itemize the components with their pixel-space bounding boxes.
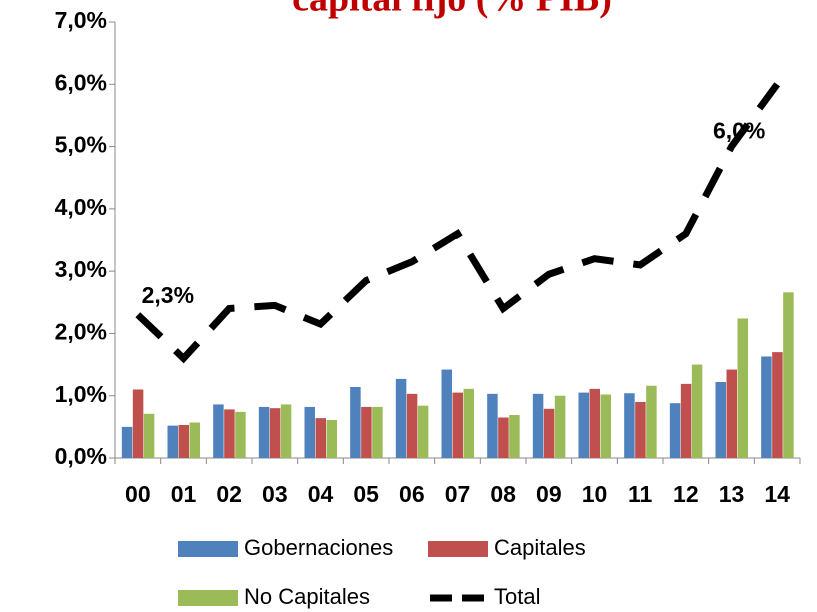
bar bbox=[326, 420, 337, 458]
bar bbox=[417, 405, 429, 458]
bar bbox=[680, 383, 692, 458]
bar bbox=[132, 389, 144, 458]
data-label: 2,3% bbox=[142, 282, 194, 308]
x-tick-label: 03 bbox=[262, 481, 288, 507]
bar bbox=[143, 413, 155, 458]
bar bbox=[269, 408, 281, 458]
bar bbox=[646, 385, 657, 458]
bar bbox=[509, 415, 520, 458]
y-tick-label: 1,0% bbox=[55, 381, 107, 407]
bar bbox=[395, 378, 407, 458]
x-tick-label: 04 bbox=[308, 481, 334, 507]
bar bbox=[772, 352, 783, 458]
bar bbox=[783, 292, 794, 458]
bar bbox=[441, 369, 452, 458]
y-tick-label: 5,0% bbox=[55, 132, 107, 158]
y-tick-label: 4,0% bbox=[55, 194, 107, 220]
x-tick-label: 06 bbox=[399, 481, 425, 507]
x-tick-label: 14 bbox=[764, 481, 790, 507]
x-tick-label: 05 bbox=[353, 481, 379, 507]
bar bbox=[532, 393, 544, 458]
bar bbox=[350, 386, 361, 458]
y-tick-label: 7,0% bbox=[55, 7, 107, 33]
legend-label: Total bbox=[494, 584, 540, 609]
y-tick-label: 0,0% bbox=[55, 443, 107, 469]
total-line bbox=[135, 82, 780, 364]
bar bbox=[624, 393, 635, 458]
legend-label: Capitales bbox=[494, 535, 586, 560]
bar bbox=[361, 406, 372, 458]
bar bbox=[498, 417, 509, 458]
bar bbox=[715, 382, 726, 458]
bar bbox=[213, 404, 224, 458]
bar bbox=[280, 404, 292, 458]
bar bbox=[406, 393, 418, 458]
y-tick-label: 2,0% bbox=[55, 319, 107, 345]
data-label: 6,0% bbox=[713, 117, 765, 143]
bar bbox=[372, 406, 383, 458]
bar bbox=[761, 356, 772, 458]
x-tick-label: 11 bbox=[628, 481, 653, 507]
bar bbox=[178, 424, 189, 458]
bar bbox=[589, 388, 600, 458]
x-tick-label: 01 bbox=[171, 481, 197, 507]
bar bbox=[167, 425, 178, 458]
bar bbox=[635, 401, 646, 458]
bar bbox=[452, 392, 463, 458]
chart-title: capital fijo (% PIB) bbox=[292, 0, 612, 20]
bar bbox=[189, 422, 200, 458]
legend-label: Gobernaciones bbox=[244, 535, 393, 560]
bar bbox=[121, 426, 133, 458]
bar bbox=[691, 364, 703, 458]
bar bbox=[487, 393, 498, 458]
y-tick-label: 6,0% bbox=[55, 69, 107, 95]
x-tick-label: 12 bbox=[673, 481, 699, 507]
legend-swatch bbox=[178, 541, 238, 557]
x-tick-label: 07 bbox=[445, 481, 471, 507]
bar bbox=[304, 406, 315, 458]
bar bbox=[224, 409, 235, 458]
bar bbox=[258, 406, 270, 458]
bar bbox=[463, 388, 474, 458]
bar bbox=[554, 395, 566, 458]
legend-swatch bbox=[178, 590, 238, 606]
x-tick-label: 00 bbox=[125, 481, 151, 507]
bar bbox=[543, 408, 555, 458]
bar bbox=[600, 394, 611, 458]
bar bbox=[726, 369, 737, 458]
bar bbox=[737, 318, 748, 458]
bar bbox=[315, 418, 326, 458]
x-tick-label: 08 bbox=[490, 481, 516, 507]
legend-swatch bbox=[428, 541, 488, 557]
x-tick-label: 13 bbox=[719, 481, 745, 507]
bar bbox=[578, 392, 589, 458]
legend-label: No Capitales bbox=[244, 584, 370, 609]
bar bbox=[235, 411, 246, 458]
x-tick-label: 10 bbox=[582, 481, 608, 507]
bar bbox=[669, 403, 681, 458]
y-tick-label: 3,0% bbox=[55, 256, 107, 282]
x-tick-label: 02 bbox=[216, 481, 242, 507]
x-tick-label: 09 bbox=[536, 481, 562, 507]
